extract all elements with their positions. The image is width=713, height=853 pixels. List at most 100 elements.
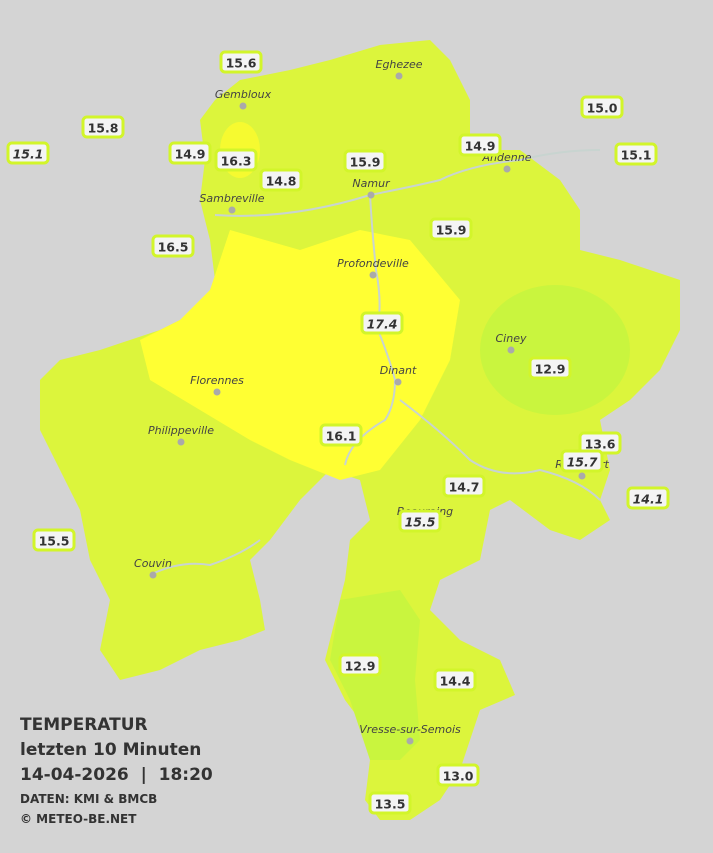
station-box [319, 423, 363, 447]
station: 16.3 [214, 148, 258, 172]
station: 12.9 [528, 356, 572, 380]
station: 15.7 [560, 449, 604, 473]
station-value: 12.9 [345, 659, 376, 674]
station: 16.5 [151, 234, 195, 258]
station-value: 15.8 [88, 121, 119, 136]
rivers [149, 149, 601, 576]
station: 14.7 [442, 474, 486, 498]
station-box [343, 149, 387, 173]
station-value: 13.0 [443, 769, 474, 784]
city-dot [177, 438, 185, 446]
station-box [429, 217, 473, 241]
city-dot [369, 271, 377, 279]
title: TEMPERATUR [20, 715, 148, 735]
station: 17.4 [360, 311, 404, 335]
river [149, 539, 261, 576]
station: 15.1 [614, 142, 658, 166]
city-label: Eghezee [376, 58, 423, 71]
station: 15.1 [6, 141, 50, 165]
timestamp: 14-04-2026 | 18:20 [20, 765, 213, 785]
city-dot [239, 102, 247, 110]
stations: 15.6 15.8 15.1 14.9 16.3 14.8 15.9 14.9 15.0 15.1… [6, 50, 670, 815]
station-box [214, 148, 258, 172]
station: 13.5 [368, 791, 412, 815]
station: 15.9 [429, 217, 473, 241]
station-value: 14.9 [465, 139, 496, 154]
station-box [528, 356, 572, 380]
city-label: Philippeville [148, 424, 214, 437]
station-value: 15.9 [350, 155, 381, 170]
station-box [151, 234, 195, 258]
city-dot [394, 378, 402, 386]
station: 15.0 [580, 95, 624, 119]
station: 13.6 [578, 431, 622, 455]
station-box [259, 168, 303, 192]
station-value: 15.5 [405, 515, 436, 530]
station: 13.0 [436, 763, 480, 787]
city-label: Sambreville [199, 192, 264, 205]
city-label: Dinant [380, 364, 417, 377]
city-dot [395, 72, 403, 80]
station-box [626, 486, 670, 510]
station-box [219, 50, 263, 74]
city-label: Gembloux [215, 88, 272, 101]
station-box [560, 449, 604, 473]
station-box [580, 95, 624, 119]
station-value: 15.0 [587, 101, 618, 116]
station: 16.1 [319, 423, 363, 447]
station: 15.8 [81, 115, 125, 139]
city-label: Vresse-sur-Semois [359, 723, 461, 736]
station-value: 14.1 [633, 492, 664, 507]
station-box [32, 528, 76, 552]
cool-zone [480, 285, 630, 415]
subtitle: letzten 10 Minuten [20, 740, 201, 760]
station: 15.6 [219, 50, 263, 74]
station-box [398, 509, 442, 533]
river [399, 399, 601, 501]
station-box [338, 653, 382, 677]
city-dot [213, 388, 221, 396]
station-value: 15.5 [39, 534, 70, 549]
city-dot [503, 165, 511, 173]
city-label: Namur [352, 177, 391, 190]
station-value: 12.9 [535, 362, 566, 377]
station-value: 16.1 [326, 429, 357, 444]
station-box [168, 141, 212, 165]
station-value: 15.1 [13, 147, 44, 162]
station-box [6, 141, 50, 165]
credit: © METEO-BE.NET [20, 812, 137, 826]
station-box [368, 791, 412, 815]
city-label: Florennes [190, 374, 244, 387]
station: 12.9 [338, 653, 382, 677]
station: 14.8 [259, 168, 303, 192]
station: 15.5 [32, 528, 76, 552]
station-value: 13.5 [375, 797, 406, 812]
station-value: 15.7 [567, 455, 598, 470]
station-box [433, 668, 477, 692]
station-value: 16.5 [158, 240, 189, 255]
city-dot [406, 737, 414, 745]
station-box [614, 142, 658, 166]
city-dot [578, 472, 586, 480]
river [214, 149, 601, 217]
station-box [436, 763, 480, 787]
cities: EghezeeGemblouxAndenneNamurSambrevillePr… [134, 58, 609, 745]
station-value: 14.8 [266, 174, 297, 189]
station: 14.4 [433, 668, 477, 692]
station: 14.1 [626, 486, 670, 510]
city-dot [367, 191, 375, 199]
station-value: 17.4 [367, 317, 398, 332]
city-label: Ciney [496, 332, 527, 345]
credit: DATEN: KMI & BMCB [20, 792, 157, 806]
station-value: 13.6 [585, 437, 616, 452]
station-value: 14.7 [449, 480, 480, 495]
station-value: 14.4 [440, 674, 471, 689]
station: 14.9 [168, 141, 212, 165]
city-dot [228, 206, 236, 214]
station-box [81, 115, 125, 139]
station-box [458, 133, 502, 157]
station-value: 15.1 [621, 148, 652, 163]
river [344, 194, 397, 466]
station-value: 15.6 [226, 56, 257, 71]
